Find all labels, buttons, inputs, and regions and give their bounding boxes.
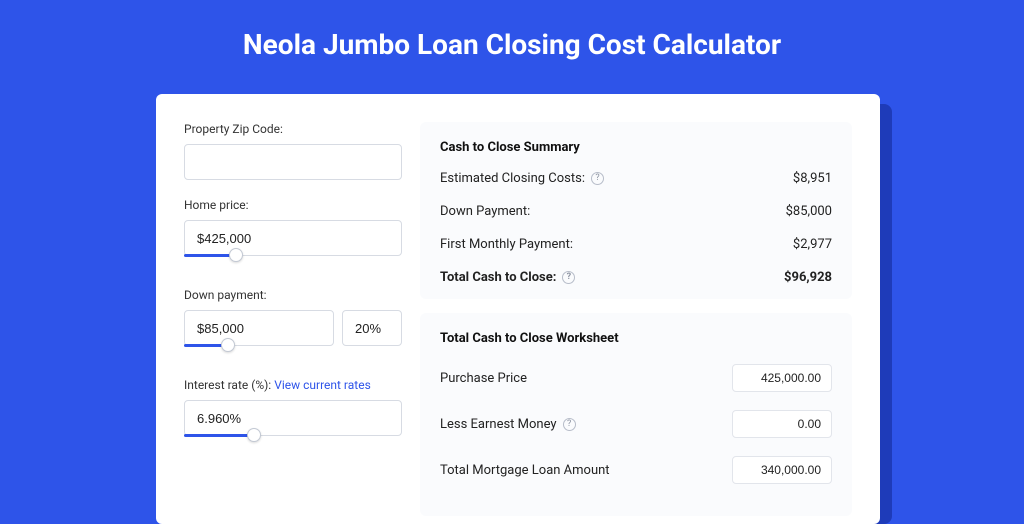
summary-total-label: Total Cash to Close:: [440, 270, 556, 285]
summary-row-down-payment: Down Payment: $85,000: [440, 204, 832, 219]
down-payment-slider[interactable]: [184, 344, 402, 360]
page-title: Neola Jumbo Loan Closing Cost Calculator: [0, 0, 1024, 85]
summary-title: Cash to Close Summary: [440, 140, 832, 155]
worksheet-row-purchase-price: Purchase Price: [440, 364, 832, 392]
help-icon[interactable]: ?: [563, 418, 576, 431]
worksheet-row-earnest-money: Less Earnest Money ?: [440, 410, 832, 438]
interest-rate-slider[interactable]: [184, 434, 402, 450]
summary-panel: Cash to Close Summary Estimated Closing …: [420, 122, 852, 299]
home-price-label: Home price:: [184, 198, 402, 212]
worksheet-label: Total Mortgage Loan Amount: [440, 463, 610, 478]
down-payment-slider-thumb[interactable]: [221, 338, 235, 352]
worksheet-value-input[interactable]: [732, 364, 832, 392]
zip-input[interactable]: [184, 144, 402, 180]
interest-rate-label-text: Interest rate (%):: [184, 378, 271, 392]
down-payment-input[interactable]: [184, 310, 334, 346]
home-price-input[interactable]: [184, 220, 402, 256]
summary-value: $8,951: [793, 171, 832, 186]
down-payment-field: Down payment:: [184, 288, 402, 360]
interest-rate-field: Interest rate (%): View current rates: [184, 378, 402, 450]
interest-rate-slider-thumb[interactable]: [247, 428, 261, 442]
summary-value: $2,977: [793, 237, 832, 252]
help-icon[interactable]: ?: [591, 172, 604, 185]
worksheet-title: Total Cash to Close Worksheet: [440, 331, 832, 346]
summary-label: Down Payment:: [440, 204, 530, 219]
calculator-card: Property Zip Code: Home price: Down paym…: [156, 94, 880, 524]
help-icon[interactable]: ?: [562, 271, 575, 284]
summary-row-first-payment: First Monthly Payment: $2,977: [440, 237, 832, 252]
summary-value: $85,000: [786, 204, 832, 219]
interest-rate-slider-fill: [184, 434, 254, 437]
worksheet-panel: Total Cash to Close Worksheet Purchase P…: [420, 313, 852, 516]
view-rates-link[interactable]: View current rates: [274, 378, 371, 392]
interest-rate-input[interactable]: [184, 400, 402, 436]
summary-row-total: Total Cash to Close: ? $96,928: [440, 270, 832, 285]
interest-rate-label: Interest rate (%): View current rates: [184, 378, 402, 392]
summary-label: First Monthly Payment:: [440, 237, 573, 252]
summary-row-closing-costs: Estimated Closing Costs: ? $8,951: [440, 171, 832, 186]
zip-label: Property Zip Code:: [184, 122, 402, 136]
worksheet-label: Less Earnest Money: [440, 417, 557, 432]
results-column: Cash to Close Summary Estimated Closing …: [420, 122, 852, 524]
worksheet-value-input[interactable]: [732, 410, 832, 438]
inputs-column: Property Zip Code: Home price: Down paym…: [184, 122, 402, 524]
down-payment-row: [184, 310, 402, 346]
home-price-slider-thumb[interactable]: [229, 248, 243, 262]
summary-label: Estimated Closing Costs:: [440, 171, 585, 186]
down-payment-pct-input[interactable]: [342, 310, 402, 346]
worksheet-row-mortgage-amount: Total Mortgage Loan Amount: [440, 456, 832, 484]
zip-field: Property Zip Code:: [184, 122, 402, 180]
down-payment-label: Down payment:: [184, 288, 402, 302]
home-price-slider[interactable]: [184, 254, 402, 270]
home-price-field: Home price:: [184, 198, 402, 270]
summary-total-value: $96,928: [784, 270, 832, 285]
worksheet-label: Purchase Price: [440, 371, 527, 386]
worksheet-value-input[interactable]: [732, 456, 832, 484]
